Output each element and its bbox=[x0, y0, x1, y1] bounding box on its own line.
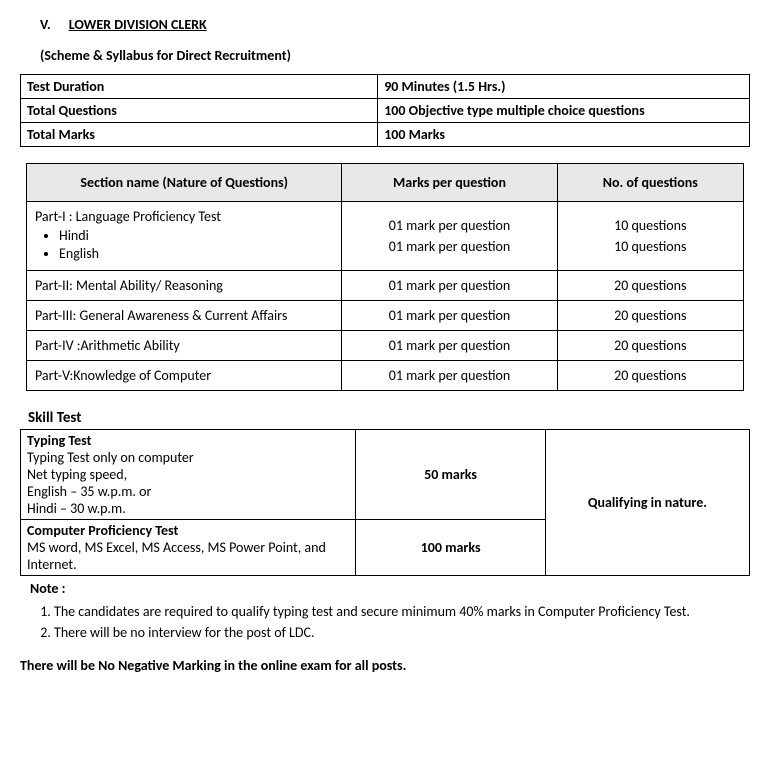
skill-desc-cell: Typing Test Typing Test only on computer… bbox=[21, 430, 356, 520]
skill-test-heading: Skill Test bbox=[28, 409, 750, 427]
section-cell: Part-V:Knowledge of Computer bbox=[27, 361, 342, 391]
skill-qualifying-cell: Qualifying in nature. bbox=[545, 430, 749, 576]
note-heading: Note : bbox=[30, 580, 750, 597]
summary-label: Test Duration bbox=[21, 75, 378, 99]
section-heading: V. LOWER DIVISION CLERK bbox=[40, 16, 750, 33]
marks-line: 01 mark per question bbox=[350, 215, 548, 236]
section-label: Part-I : Language Proficiency Test bbox=[35, 208, 221, 225]
sections-table: Section name (Nature of Questions) Marks… bbox=[26, 163, 744, 391]
summary-value: 100 Objective type multiple choice quest… bbox=[378, 99, 750, 123]
questions-cell: 20 questions bbox=[557, 271, 743, 301]
table-row: Total Questions 100 Objective type multi… bbox=[21, 99, 750, 123]
skill-title: Typing Test bbox=[27, 432, 349, 449]
table-row: Part-IV :Arithmetic Ability 01 mark per … bbox=[27, 331, 744, 361]
heading-title: LOWER DIVISION CLERK bbox=[69, 16, 207, 33]
subtitle: (Scheme & Syllabus for Direct Recruitmen… bbox=[40, 47, 750, 64]
section-bullets: Hindi English bbox=[59, 227, 333, 262]
bullet-item: Hindi bbox=[59, 227, 333, 244]
table-row: Part-I : Language Proficiency Test Hindi… bbox=[27, 202, 744, 271]
skill-test-table: Typing Test Typing Test only on computer… bbox=[20, 429, 750, 576]
summary-table: Test Duration 90 Minutes (1.5 Hrs.) Tota… bbox=[20, 74, 750, 147]
section-cell: Part-IV :Arithmetic Ability bbox=[27, 331, 342, 361]
col-marks: Marks per question bbox=[342, 164, 557, 202]
marks-cell: 01 mark per question bbox=[342, 301, 557, 331]
summary-label: Total Questions bbox=[21, 99, 378, 123]
skill-desc-cell: Computer Proficiency Test MS word, MS Ex… bbox=[21, 520, 356, 576]
col-section: Section name (Nature of Questions) bbox=[27, 164, 342, 202]
marks-line: 01 mark per question bbox=[350, 236, 548, 257]
footer-note: There will be No Negative Marking in the… bbox=[20, 657, 750, 674]
table-row: Part-V:Knowledge of Computer 01 mark per… bbox=[27, 361, 744, 391]
questions-line: 10 questions bbox=[566, 215, 735, 236]
marks-cell: 01 mark per question bbox=[342, 271, 557, 301]
skill-marks-cell: 50 marks bbox=[356, 430, 546, 520]
heading-number: V. bbox=[40, 16, 51, 33]
skill-line: Hindi – 30 w.p.m. bbox=[27, 500, 349, 517]
questions-cell: 10 questions 10 questions bbox=[557, 202, 743, 271]
notes-list: The candidates are required to qualify t… bbox=[54, 603, 750, 641]
bullet-item: English bbox=[59, 245, 333, 262]
col-questions: No. of questions bbox=[557, 164, 743, 202]
note-item: There will be no interview for the post … bbox=[54, 624, 750, 641]
skill-marks-cell: 100 marks bbox=[356, 520, 546, 576]
skill-line: Net typing speed, bbox=[27, 466, 349, 483]
table-row: Part-II: Mental Ability/ Reasoning 01 ma… bbox=[27, 271, 744, 301]
questions-cell: 20 questions bbox=[557, 361, 743, 391]
skill-line: Typing Test only on computer bbox=[27, 449, 349, 466]
questions-cell: 20 questions bbox=[557, 301, 743, 331]
table-row: Test Duration 90 Minutes (1.5 Hrs.) bbox=[21, 75, 750, 99]
section-cell: Part-III: General Awareness & Current Af… bbox=[27, 301, 342, 331]
table-row: Part-III: General Awareness & Current Af… bbox=[27, 301, 744, 331]
summary-value: 90 Minutes (1.5 Hrs.) bbox=[378, 75, 750, 99]
questions-line: 10 questions bbox=[566, 236, 735, 257]
summary-value: 100 Marks bbox=[378, 123, 750, 147]
skill-line: English – 35 w.p.m. or bbox=[27, 483, 349, 500]
marks-cell: 01 mark per question 01 mark per questio… bbox=[342, 202, 557, 271]
marks-cell: 01 mark per question bbox=[342, 361, 557, 391]
section-cell: Part-I : Language Proficiency Test Hindi… bbox=[27, 202, 342, 271]
note-item: The candidates are required to qualify t… bbox=[54, 603, 750, 620]
table-row: Total Marks 100 Marks bbox=[21, 123, 750, 147]
skill-title: Computer Proficiency Test bbox=[27, 522, 349, 539]
table-row: Typing Test Typing Test only on computer… bbox=[21, 430, 750, 520]
table-header-row: Section name (Nature of Questions) Marks… bbox=[27, 164, 744, 202]
questions-cell: 20 questions bbox=[557, 331, 743, 361]
marks-cell: 01 mark per question bbox=[342, 331, 557, 361]
section-cell: Part-II: Mental Ability/ Reasoning bbox=[27, 271, 342, 301]
summary-label: Total Marks bbox=[21, 123, 378, 147]
skill-line: MS word, MS Excel, MS Access, MS Power P… bbox=[27, 539, 349, 573]
